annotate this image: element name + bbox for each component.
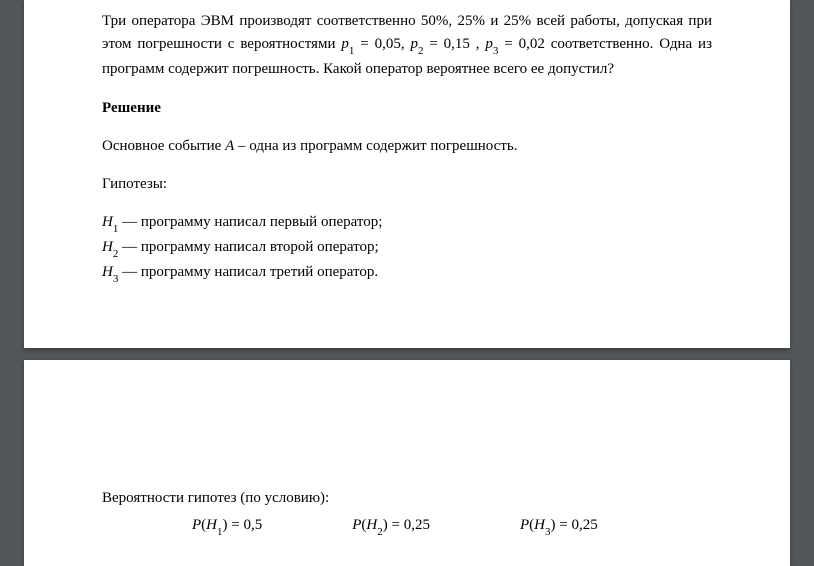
prob3-func: P: [520, 517, 529, 533]
hyp3-sub: 3: [113, 273, 119, 285]
solution-heading: Решение: [102, 100, 712, 117]
hyp3-text: — программу написал третий оператор.: [118, 264, 378, 280]
hyp3-var: H: [102, 264, 113, 280]
prob3-var: H: [534, 517, 545, 533]
main-event: Основное событие A – одна из программ со…: [102, 135, 712, 158]
prob1-sub: 1: [217, 526, 223, 538]
hyp2-sub: 2: [113, 248, 119, 260]
prob-1: P(H1) = 0,5: [192, 517, 262, 536]
prob1-rhs: = 0,5: [228, 517, 263, 533]
main-event-suffix: – одна из программ содержит погрешность.: [234, 138, 517, 154]
prob-3: P(H3) = 0,25: [520, 517, 598, 536]
prob2-var: H: [366, 517, 377, 533]
hyp2-text: — программу написал второй оператор;: [118, 239, 378, 255]
prob-heading: Вероятности гипотез (по условию):: [102, 490, 712, 507]
eq-p3: = 0,02: [498, 36, 544, 52]
prob2-sub: 2: [377, 526, 383, 538]
prob1-func: P: [192, 517, 201, 533]
main-event-var: A: [225, 138, 234, 154]
prob3-rhs: = 0,25: [555, 517, 597, 533]
sub-p3: 3: [493, 45, 499, 57]
document-page-2: Вероятности гипотез (по условию): P(H1) …: [24, 360, 790, 566]
var-p3: p: [485, 36, 493, 52]
main-event-prefix: Основное событие: [102, 138, 225, 154]
hyp1-sub: 1: [113, 223, 119, 235]
eq-p1: = 0,05: [354, 36, 400, 52]
prob1-var: H: [206, 517, 217, 533]
sep2: ,: [470, 36, 486, 52]
prob2-rhs: = 0,25: [388, 517, 430, 533]
sub-p1: 1: [349, 45, 355, 57]
prob-2: P(H2) = 0,25: [352, 517, 430, 536]
hypotheses-heading: Гипотезы:: [102, 176, 712, 193]
hypothesis-3: H3 — программу написал третий оператор.: [102, 261, 712, 286]
hypothesis-1: H1 — программу написал первый оператор;: [102, 211, 712, 236]
prob-row: P(H1) = 0,5 P(H2) = 0,25 P(H3) = 0,25: [102, 517, 712, 536]
prob3-sub: 3: [545, 526, 551, 538]
document-page-1: Три оператора ЭВМ производят соответстве…: [24, 0, 790, 348]
sub-p2: 2: [418, 45, 424, 57]
hyp1-var: H: [102, 214, 113, 230]
var-p1: p: [341, 36, 349, 52]
hyp2-var: H: [102, 239, 113, 255]
hypotheses-list: H1 — программу написал первый оператор; …: [102, 211, 712, 286]
hypothesis-2: H2 — программу написал второй оператор;: [102, 236, 712, 261]
sep1: ,: [401, 36, 411, 52]
prob2-func: P: [352, 517, 361, 533]
hyp1-text: — программу написал первый оператор;: [118, 214, 382, 230]
problem-statement: Три оператора ЭВМ производят соответстве…: [102, 10, 712, 82]
var-p2: p: [410, 36, 418, 52]
eq-p2: = 0,15: [423, 36, 469, 52]
